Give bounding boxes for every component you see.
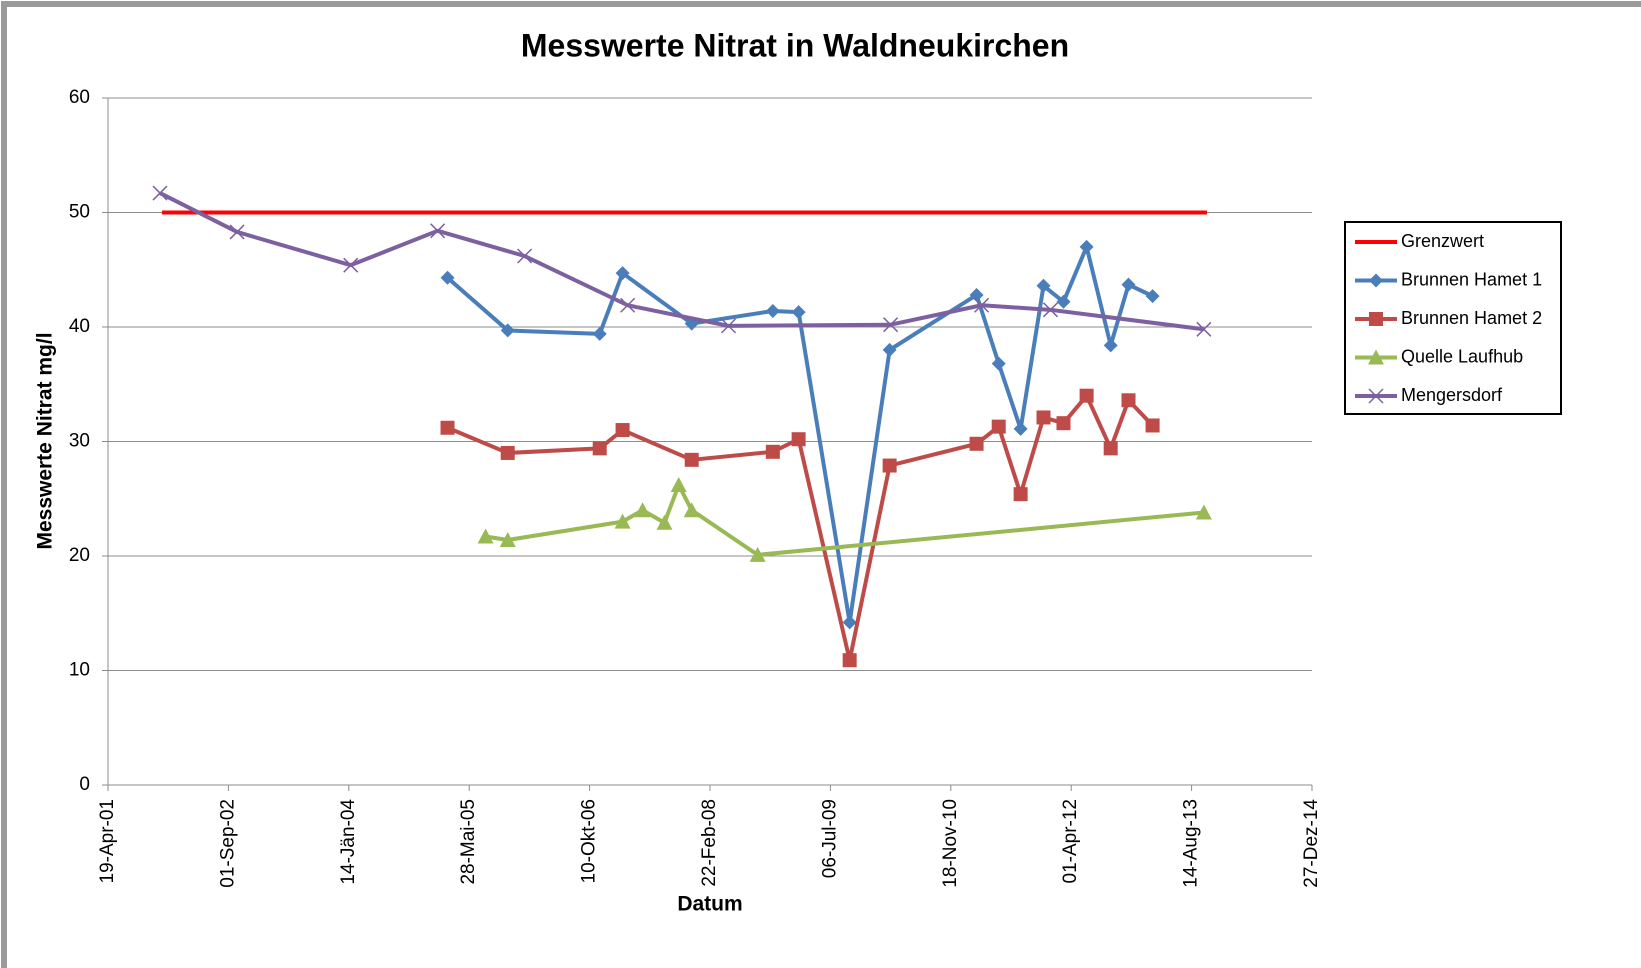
marker	[684, 452, 699, 467]
marker	[969, 287, 984, 302]
marker	[634, 502, 651, 518]
y-tick-label: 10	[69, 660, 90, 681]
marker	[1079, 239, 1094, 254]
marker	[842, 615, 857, 630]
marker	[614, 513, 631, 529]
series-line	[446, 244, 1154, 625]
marker	[991, 419, 1006, 434]
marker	[656, 514, 673, 530]
marker	[1042, 302, 1059, 318]
x-tick-label: 27-Dez-14	[1301, 799, 1322, 888]
marker	[343, 257, 359, 273]
marker	[1145, 418, 1160, 433]
y-tick-label: 40	[69, 316, 90, 337]
marker	[974, 297, 990, 313]
x-tick-label: 01-Apr-12	[1060, 799, 1081, 884]
marker	[430, 223, 446, 239]
marker	[499, 531, 516, 547]
marker	[1103, 441, 1118, 456]
legend-label: Brunnen Hamet 1	[1401, 269, 1542, 289]
marker	[152, 185, 168, 201]
marker	[440, 270, 455, 285]
legend-label: Brunnen Hamet 2	[1401, 308, 1542, 328]
marker	[1036, 410, 1051, 425]
marker	[1121, 277, 1136, 292]
x-tick-label: 01-Sep-02	[217, 799, 238, 888]
marker	[477, 528, 494, 544]
marker	[1145, 289, 1160, 304]
marker	[882, 342, 897, 357]
legend-marker	[1368, 349, 1384, 365]
marker	[791, 432, 806, 447]
x-tick-label: 10-Okt-06	[579, 799, 600, 883]
marker	[229, 224, 245, 240]
y-tick-label: 0	[79, 774, 90, 795]
marker	[791, 305, 806, 320]
x-tick-label: 14-Aug-13	[1181, 799, 1202, 888]
x-tick-label: 14-Jän-04	[338, 799, 359, 885]
chart-title: Messwerte Nitrat in Waldneukirchen	[521, 27, 1069, 63]
y-tick-label: 30	[69, 431, 90, 452]
marker	[765, 444, 780, 459]
x-tick-label: 22-Feb-08	[699, 799, 720, 887]
marker	[683, 502, 700, 518]
marker	[1195, 504, 1212, 520]
marker	[620, 297, 636, 313]
marker	[1196, 321, 1212, 337]
marker	[749, 546, 766, 562]
legend-marker	[1369, 273, 1383, 288]
marker	[765, 303, 780, 318]
marker	[969, 436, 984, 451]
legend-label: Grenzwert	[1401, 231, 1484, 251]
marker	[882, 458, 897, 473]
marker	[991, 356, 1006, 371]
legend-marker	[1368, 388, 1384, 404]
marker	[500, 323, 515, 338]
marker	[592, 326, 607, 341]
legend-label: Quelle Laufhub	[1401, 346, 1523, 366]
marker	[615, 423, 630, 438]
marker	[1103, 338, 1118, 353]
marker	[440, 420, 455, 435]
marker	[1056, 294, 1071, 309]
marker	[592, 441, 607, 456]
marker	[1121, 393, 1136, 408]
marker	[721, 318, 737, 334]
marker	[1056, 416, 1071, 431]
x-tick-label: 19-Apr-01	[97, 799, 118, 884]
x-tick-label: 18-Nov-10	[940, 799, 961, 888]
legend-marker	[1369, 312, 1383, 326]
marker	[670, 477, 687, 493]
marker	[1036, 278, 1051, 293]
marker	[1013, 421, 1028, 436]
y-tick-label: 60	[69, 87, 90, 108]
marker	[517, 248, 533, 264]
marker	[1013, 487, 1028, 502]
x-axis-label: Datum	[677, 893, 742, 916]
y-tick-label: 50	[69, 202, 90, 223]
marker	[842, 653, 857, 668]
marker	[500, 445, 515, 460]
legend-label: Mengersdorf	[1401, 385, 1503, 405]
y-tick-label: 20	[69, 545, 90, 566]
x-tick-label: 06-Jul-09	[819, 799, 840, 878]
x-tick-label: 28-Mai-05	[458, 799, 479, 885]
marker	[1079, 388, 1094, 403]
marker	[615, 266, 630, 281]
y-axis-label: Messwerte Nitrat mg/l	[34, 332, 57, 549]
marker	[883, 317, 899, 333]
